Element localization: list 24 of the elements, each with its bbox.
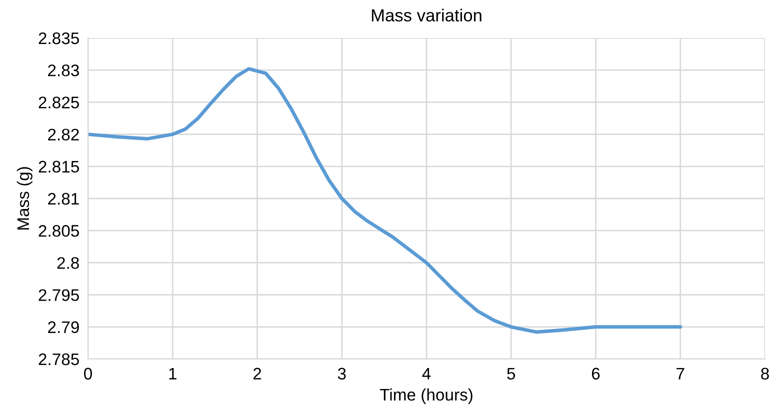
chart-title: Mass variation [372, 8, 482, 22]
y-tick-label: 2.825 [38, 96, 79, 108]
x-tick-label: 6 [592, 368, 600, 380]
x-tick-label: 0 [84, 368, 92, 380]
x-axis-title: Time (hours) [380, 388, 472, 404]
y-tick-label: 2.795 [38, 289, 79, 302]
y-tick-label: 2.805 [38, 225, 79, 237]
y-axis-title: Mass (g) [16, 167, 32, 230]
x-tick-label: 1 [169, 368, 176, 380]
x-tick-label: 7 [676, 368, 684, 380]
y-tick-label: 2.785 [38, 353, 79, 366]
y-tick-label: 2.815 [38, 160, 79, 173]
x-tick-label: 8 [761, 368, 769, 380]
x-tick-label: 3 [338, 368, 346, 380]
y-tick-label: 2.79 [48, 321, 79, 334]
x-tick-label: 5 [507, 368, 516, 380]
y-tick-label: 2.82 [48, 128, 79, 141]
y-tick-label: 2.8 [57, 257, 79, 269]
x-tick-label: 4 [422, 368, 431, 380]
y-tick-label: 2.81 [48, 192, 79, 205]
x-tick-label: 2 [253, 368, 262, 380]
line-series [88, 67, 682, 334]
y-tick-label: 2.83 [48, 64, 79, 76]
y-tick-label: 2.835 [38, 32, 79, 44]
